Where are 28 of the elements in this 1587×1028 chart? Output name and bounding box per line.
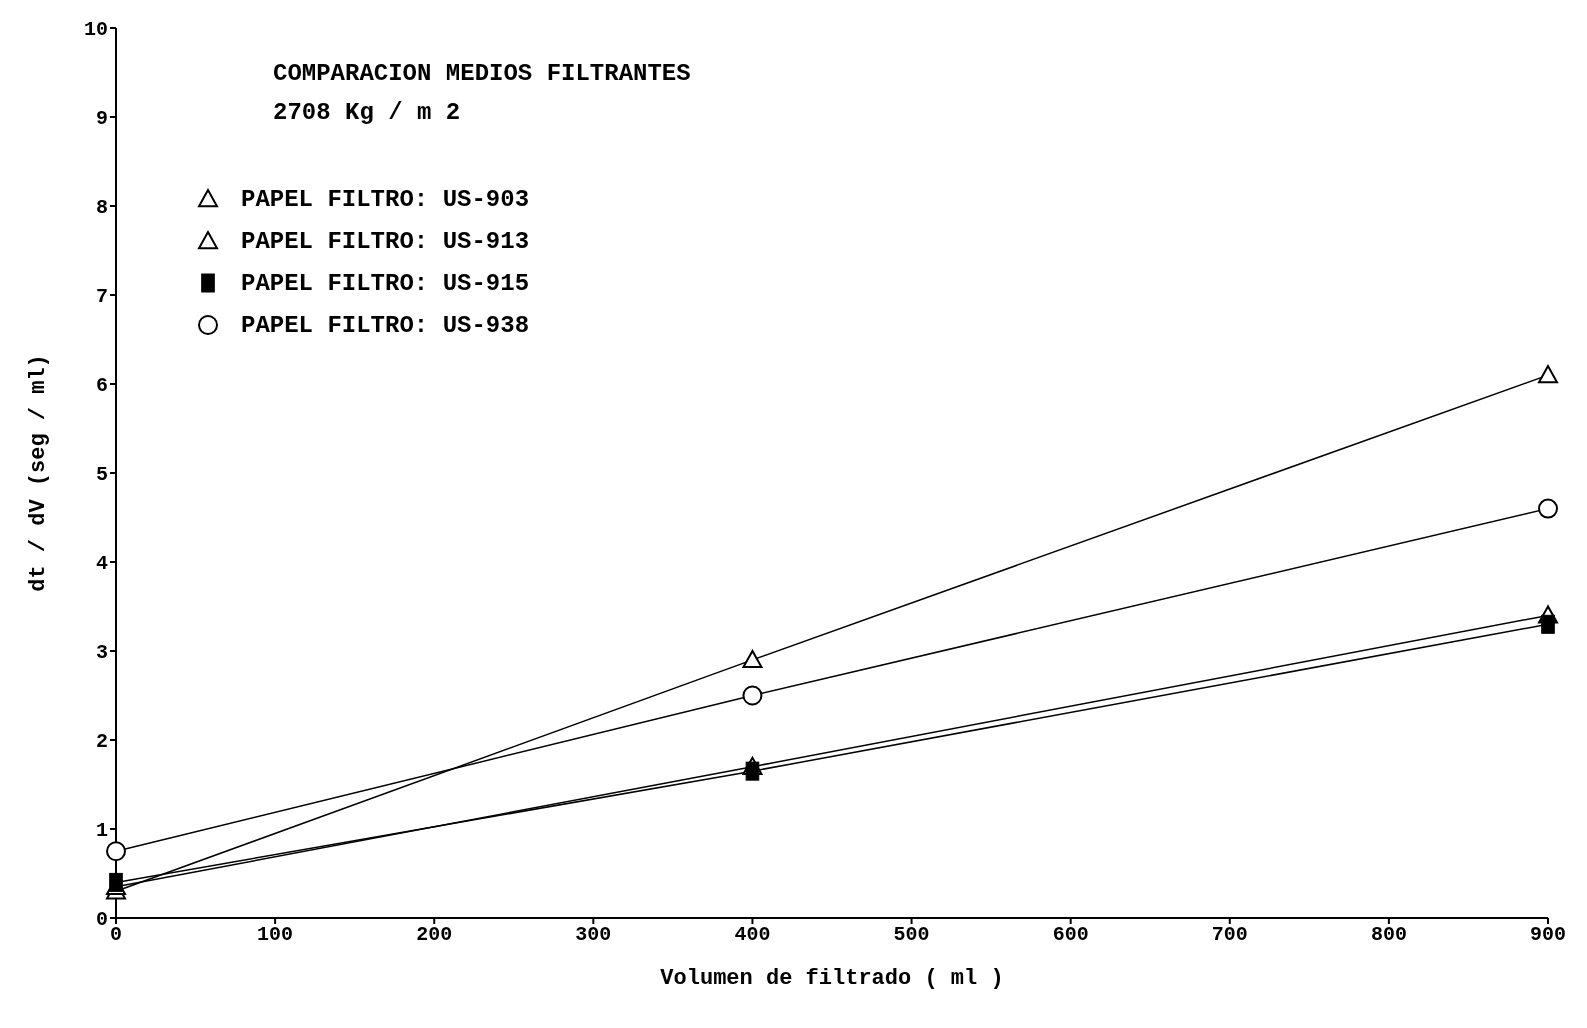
y-tick-label: 1 xyxy=(95,819,108,843)
legend-label: PAPEL FILTRO: US-903 xyxy=(241,185,530,213)
x-tick-label: 200 xyxy=(416,923,453,947)
legend-label: PAPEL FILTRO: US-913 xyxy=(241,227,530,255)
y-tick-label: 4 xyxy=(95,552,108,576)
x-tick-label: 600 xyxy=(1052,923,1089,947)
x-tick-label: 700 xyxy=(1211,923,1248,947)
y-tick-label: 3 xyxy=(95,641,108,665)
y-tick-label: 7 xyxy=(95,285,108,309)
y-tick-label: 9 xyxy=(95,107,108,131)
y-tick-label: 5 xyxy=(95,463,108,487)
y-tick-label: 10 xyxy=(83,18,108,42)
y-axis-title: dt / dV (seg / ml) xyxy=(25,354,51,592)
text: COMPARACION MEDIOS FILTRANTES xyxy=(273,60,691,87)
x-tick-label: 500 xyxy=(893,923,930,947)
x-tick-label: 900 xyxy=(1529,923,1567,947)
y-tick-label: 8 xyxy=(95,196,108,220)
x-tick-label: 800 xyxy=(1370,923,1407,947)
x-axis-title: Volumen de filtrado ( ml ) xyxy=(660,966,1004,991)
x-tick-label: 100 xyxy=(257,923,294,947)
legend-label: PAPEL FILTRO: US-938 xyxy=(241,311,530,339)
y-tick-label: 6 xyxy=(95,374,108,398)
legend-label: PAPEL FILTRO: US-915 xyxy=(241,269,530,297)
x-tick-label: 400 xyxy=(734,923,771,947)
y-tick-label: 0 xyxy=(95,908,108,932)
text: 2708 Kg / m 2 xyxy=(273,99,462,126)
y-tick-label: 2 xyxy=(95,730,108,754)
x-tick-label: 300 xyxy=(575,923,612,947)
